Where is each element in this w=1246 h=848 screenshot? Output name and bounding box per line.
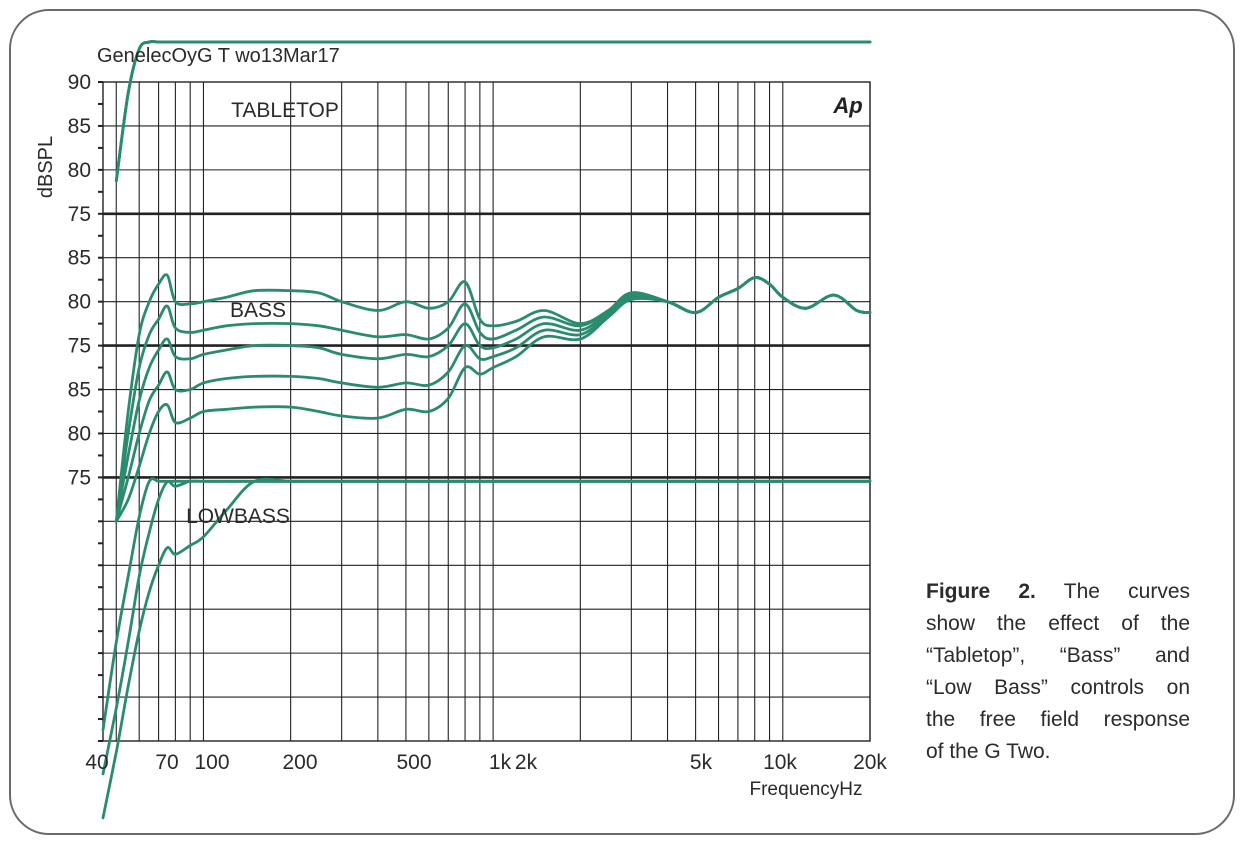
caption-line-2: show the effect of the — [926, 612, 1190, 635]
x-tick-label: 200 — [282, 751, 317, 774]
y-tick-label: 80 — [68, 422, 91, 445]
y-tick-label: 80 — [68, 159, 91, 182]
ap-logo: Ap — [832, 93, 862, 118]
x-tick-label: 10k — [763, 751, 797, 774]
chart-curves — [101, 40, 872, 820]
y-tick-label: 75 — [68, 466, 91, 489]
caption-line-5: the free field response — [926, 708, 1190, 731]
figure-frame — [9, 9, 1235, 835]
panel-label-lowbass: LOWBASS — [186, 505, 290, 528]
figure-caption: Figure 2. The curves show the effect of … — [926, 576, 1190, 768]
caption-text-1: The curves — [1063, 580, 1190, 603]
series-line-bass-5 — [114, 276, 872, 523]
y-axis-label: dBSPL — [35, 136, 57, 198]
x-axis-label: FrequencyHz — [750, 779, 863, 800]
panel-label-bass: BASS — [230, 299, 286, 322]
panel-label-tabletop: TABLETOP — [231, 99, 339, 122]
x-tick-label: 100 — [194, 751, 229, 774]
chart-grid — [98, 81, 871, 742]
x-tick-label: 2k — [515, 751, 538, 774]
chart-labels: GenelecOyG T wo13Mar17 dBSPL FrequencyHz 90… — [35, 45, 887, 800]
y-tick-label: 85 — [68, 115, 91, 138]
caption-lead: Figure 2. — [926, 580, 1036, 603]
caption-line-6: of the G Two. — [926, 740, 1051, 763]
y-tick-label: 85 — [68, 247, 91, 270]
chart-title: GenelecOyG T wo13Mar17 — [97, 45, 340, 67]
x-tick-label: 5k — [690, 751, 713, 774]
x-tick-label: 40 — [85, 751, 108, 774]
caption-line-3: “Tabletop”, “Bass” and — [926, 644, 1190, 667]
x-tick-label: 20k — [853, 751, 887, 774]
caption-line-4: “Low Bass” controls on — [926, 676, 1190, 699]
y-tick-label: 80 — [68, 291, 91, 314]
y-tick-label: 75 — [68, 203, 91, 226]
x-tick-label: 500 — [396, 751, 431, 774]
x-tick-label: 70 — [155, 751, 178, 774]
series-line-lowbass-3 — [101, 477, 872, 820]
series-line-tabletop-3 — [114, 40, 872, 183]
x-tick-label: 1k — [489, 751, 512, 774]
y-tick-label: 90 — [68, 71, 91, 94]
y-tick-label: 85 — [68, 379, 91, 402]
caption-line-1: Figure 2. The curves — [926, 576, 1190, 608]
y-tick-label: 75 — [68, 335, 91, 358]
